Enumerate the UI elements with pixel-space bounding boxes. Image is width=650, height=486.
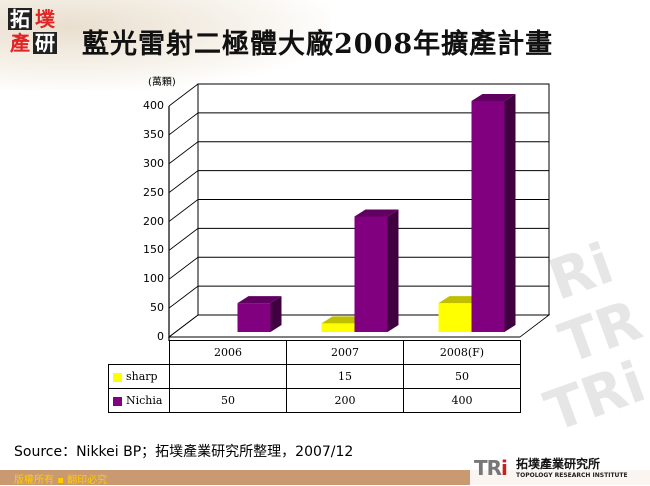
y-tick-label: 50 (150, 301, 164, 315)
table-cell (169, 364, 287, 389)
table-row: Nichia 50 200 400 (108, 388, 521, 413)
chart-plot-area (167, 83, 551, 341)
table-cell: 50 (169, 388, 287, 413)
table-corner (108, 340, 170, 365)
bar-chart: (萬顆) 0 50 100 150 200 250 300 350 400 (143, 77, 551, 343)
logo-char: 產 (10, 31, 30, 55)
table-cell: 50 (403, 364, 521, 389)
table-header-cell: 2008(F) (403, 340, 521, 365)
table-header-row: 2006 2007 2008(F) (108, 340, 521, 365)
table-cell: 15 (286, 364, 404, 389)
brand-logo: TRi 拓墣產業研究所 TOPOLOGY RESEARCH INSTITUTE (470, 450, 650, 485)
y-tick-label: 200 (143, 214, 164, 228)
y-tick-label: 0 (157, 330, 164, 343)
brand-name-cn: 拓墣產業研究所 (516, 457, 601, 471)
copyright-text: 版權所有 ▪ 翻印必究 (14, 475, 108, 486)
legend-swatch-icon (113, 396, 122, 406)
table-row: sharp 15 50 (108, 364, 521, 389)
logo-char: 拓 (8, 7, 32, 31)
series-label: Nichia (126, 394, 163, 407)
data-table: 2006 2007 2008(F) sharp 15 50 Nichia 50 … (108, 340, 521, 413)
y-tick-label: 150 (143, 243, 164, 257)
series-label: sharp (126, 370, 158, 383)
y-tick-label: 100 (143, 272, 164, 286)
tri-logo-icon: TRi (474, 456, 508, 480)
table-cell: 400 (403, 388, 521, 413)
logo-char: 研 (33, 31, 57, 55)
page-title: 藍光雷射二極體大廠2008年擴產計畫 (82, 29, 554, 60)
table-cell: 200 (286, 388, 404, 413)
table-header-cell: 2006 (169, 340, 287, 365)
logo: 拓 墣 產 研 (8, 8, 60, 56)
logo-char: 墣 (35, 7, 55, 31)
brand-name-en: TOPOLOGY RESEARCH INSTITUTE (516, 472, 628, 479)
y-tick-label: 250 (143, 185, 164, 199)
table-header-cell: 2007 (286, 340, 404, 365)
y-axis-unit-label: (萬顆) (148, 77, 176, 88)
legend-swatch-icon (113, 372, 122, 382)
legend-item-nichia: Nichia (108, 388, 170, 413)
y-tick-label: 350 (143, 127, 164, 141)
source-note: Source：Nikkei BP；拓墣產業研究所整理，2007/12 (14, 444, 354, 460)
legend-item-sharp: sharp (108, 364, 170, 389)
y-tick-label: 400 (143, 99, 164, 112)
y-tick-label: 300 (143, 156, 164, 170)
